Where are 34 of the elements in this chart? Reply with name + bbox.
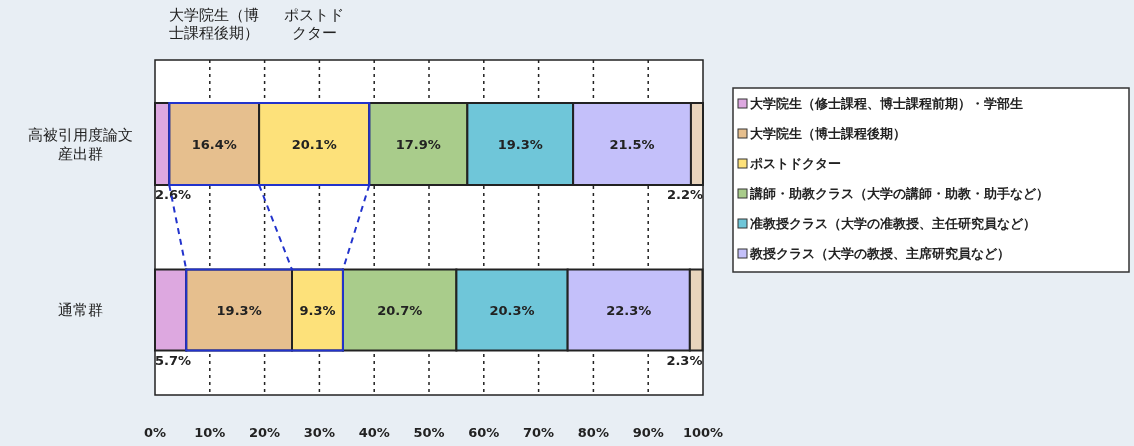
- x-tick-label: 0%: [143, 425, 167, 440]
- y-tick-label: 通常群: [57, 301, 103, 319]
- text: 大学院生（博士課程後期）: [169, 6, 260, 42]
- data-label: 2.6%: [155, 187, 192, 202]
- data-label: 19.3%: [216, 303, 262, 318]
- data-label: 9.3%: [299, 303, 336, 318]
- text: ポストドクター: [284, 6, 345, 42]
- legend-label: 大学院生（修士課程、博士課程前期）・学部生: [750, 96, 1023, 111]
- data-label: 19.3%: [497, 137, 543, 152]
- legend-label: ポストドクター: [749, 156, 841, 171]
- data-label: 21.5%: [609, 137, 655, 152]
- data-label: 5.7%: [155, 352, 192, 368]
- x-tick-label: 80%: [577, 425, 609, 440]
- x-tick-label: 40%: [358, 425, 390, 440]
- data-label: 22.3%: [606, 303, 652, 318]
- legend-label: 講師・助教クラス（大学の講師・助教・助手など）: [749, 186, 1049, 201]
- x-tick-label: 100%: [682, 425, 724, 440]
- data-label: 2.3%: [666, 352, 703, 368]
- x-tick-label: 20%: [249, 425, 281, 440]
- data-label: 20.1%: [291, 137, 337, 152]
- legend-label: 教授クラス（大学の教授、主席研究員など）: [749, 246, 1010, 261]
- x-tick-label: 90%: [632, 425, 664, 440]
- x-tick-label: 10%: [194, 425, 226, 440]
- data-label: 20.7%: [377, 303, 423, 318]
- x-tick-label: 50%: [413, 425, 445, 440]
- data-label: 16.4%: [191, 137, 237, 152]
- x-tick-label: 60%: [468, 425, 500, 440]
- legend-label: 准教授クラス（大学の准教授、主任研究員など）: [750, 216, 1036, 231]
- x-tick-label: 30%: [303, 425, 335, 440]
- legend-label: 大学院生（博士課程後期）: [750, 126, 906, 141]
- data-label: 17.9%: [395, 137, 441, 152]
- y-tick-label: 高被引用度論文産出群: [27, 125, 133, 163]
- x-tick-label: 70%: [523, 425, 555, 440]
- data-label: 20.3%: [489, 303, 535, 318]
